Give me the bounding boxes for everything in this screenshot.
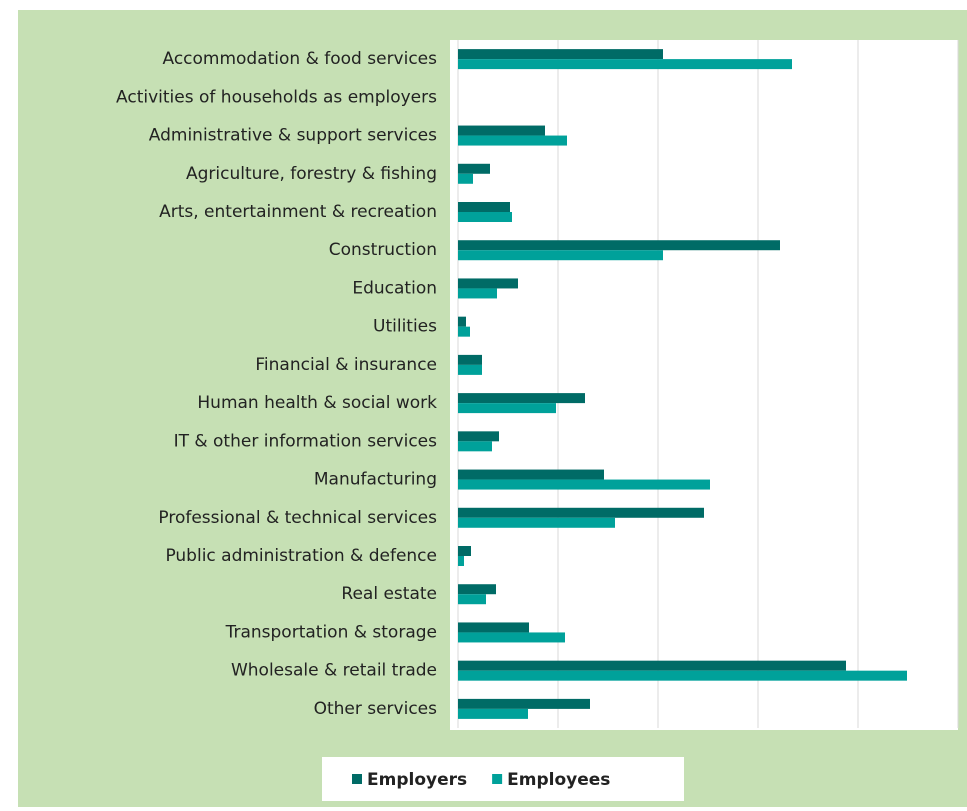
bar <box>458 622 529 633</box>
bar <box>458 594 486 605</box>
y-tick-label: Human health & social work <box>197 393 437 413</box>
y-tick-label: Public administration & defence <box>165 546 437 566</box>
y-tick-label: Professional & technical services <box>158 508 437 528</box>
bar <box>458 163 490 174</box>
bar <box>458 125 545 136</box>
bar <box>458 364 482 375</box>
y-tick-label: Transportation & storage <box>225 622 437 642</box>
bar <box>458 59 792 70</box>
bar <box>458 431 499 442</box>
y-tick-label: Construction <box>329 240 437 260</box>
y-tick-label: Activities of households as employers <box>116 87 437 107</box>
y-tick-label: IT & other information services <box>174 431 438 451</box>
bar <box>458 278 518 289</box>
y-tick-label: Financial & insurance <box>255 355 437 375</box>
bar <box>458 393 585 404</box>
y-tick-label: Administrative & support services <box>149 126 437 146</box>
bar <box>458 708 528 719</box>
bar <box>458 173 473 184</box>
bar <box>458 49 663 60</box>
bar <box>458 660 846 671</box>
bar <box>458 698 590 709</box>
y-tick-label: Utilities <box>373 317 437 337</box>
legend-label: Employers <box>367 770 467 790</box>
bar <box>458 212 512 222</box>
bar <box>458 403 556 414</box>
bar <box>458 507 704 518</box>
bar <box>458 479 710 490</box>
bar <box>458 202 510 212</box>
bar <box>458 517 615 528</box>
y-tick-label: Agriculture, forestry & fishing <box>186 164 437 184</box>
y-tick-label: Education <box>352 278 437 298</box>
y-tick-label: Accommodation & food services <box>162 49 437 69</box>
y-tick-label: Manufacturing <box>314 470 437 490</box>
bar <box>458 632 565 643</box>
legend-label: Employees <box>507 770 610 790</box>
bar <box>458 584 496 595</box>
bar <box>458 240 780 251</box>
y-tick-label: Arts, entertainment & recreation <box>159 202 437 222</box>
y-tick-label: Wholesale & retail trade <box>231 661 437 681</box>
bar <box>458 469 604 480</box>
legend-box <box>322 757 684 801</box>
y-tick-label: Real estate <box>341 584 437 604</box>
bar <box>458 546 471 556</box>
y-tick-label: Other services <box>314 699 438 719</box>
legend-swatch <box>352 774 362 784</box>
bar <box>458 441 492 452</box>
plot-area <box>450 40 958 730</box>
bar <box>458 556 464 566</box>
bar <box>458 670 907 681</box>
legend-swatch <box>492 774 503 784</box>
bar <box>458 326 470 337</box>
bar <box>458 288 497 299</box>
bar <box>458 316 466 327</box>
bar <box>458 354 482 365</box>
bar <box>458 250 663 261</box>
bar <box>458 135 567 146</box>
